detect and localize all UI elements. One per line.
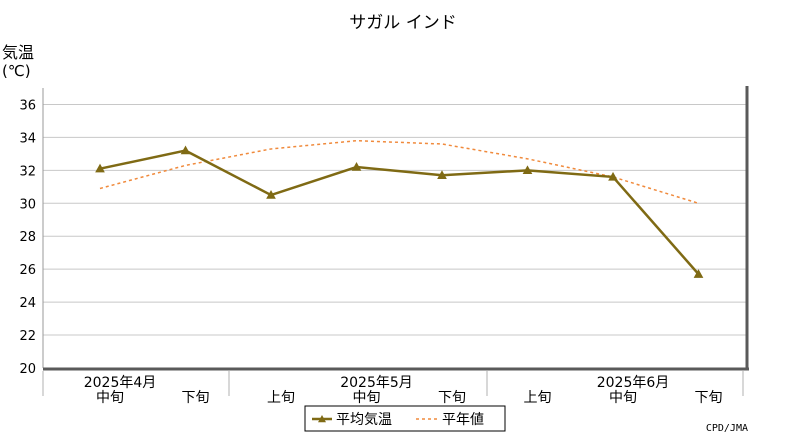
x-tick-label: 下旬 <box>182 390 210 406</box>
y-tick-label: 26 <box>19 263 36 278</box>
series-lines <box>95 139 704 278</box>
x-tick-label: 下旬 <box>695 390 723 406</box>
month-label: 2025年6月 <box>597 375 670 391</box>
legend-marker-mean <box>318 415 326 423</box>
x-tick-label: 中旬 <box>96 390 124 406</box>
credit: CPD/JMA <box>706 423 748 434</box>
month-label: 2025年4月 <box>84 375 157 391</box>
plot-frame <box>42 86 749 396</box>
data-point <box>437 170 447 179</box>
y-tick-label: 20 <box>19 362 36 377</box>
legend-box <box>304 405 506 432</box>
y-tick-label: 32 <box>19 164 36 179</box>
y-tick-label: 22 <box>19 329 36 344</box>
x-tick-label: 中旬 <box>609 390 637 406</box>
x-tick-label: 上旬 <box>267 390 295 406</box>
y-tick-label: 24 <box>19 296 36 311</box>
x-tick-label: 上旬 <box>524 390 552 406</box>
series-line-mean <box>99 149 700 275</box>
legend-label-normal: 平年値 <box>442 412 484 428</box>
y-tick-label: 36 <box>19 98 36 113</box>
y-tick-label: 34 <box>19 131 36 146</box>
data-point <box>608 171 618 181</box>
chart-title: サガル インド <box>349 13 456 33</box>
x-axis-categories: 中旬 下旬 上旬 中旬 下旬 上旬 中旬 下旬 2025年4月 2025年5月 2025年6月 <box>84 375 723 406</box>
y-tick-label: 28 <box>19 230 36 245</box>
y-axis-ticks: 20 22 24 26 28 30 32 34 36 <box>19 98 36 377</box>
legend: 平均気温 平年値 <box>304 405 506 432</box>
x-tick-label: 中旬 <box>353 390 381 406</box>
data-point <box>693 269 704 278</box>
y-tick-label: 30 <box>19 197 36 212</box>
data-point <box>522 165 533 175</box>
data-point <box>95 163 105 173</box>
x-tick-label: 下旬 <box>438 390 466 406</box>
data-point <box>351 162 362 171</box>
grid <box>43 103 747 369</box>
series-line-normal <box>99 139 699 205</box>
month-label: 2025年5月 <box>340 375 413 391</box>
y-axis-unit: (℃) <box>2 62 31 80</box>
y-axis-label: 気温 <box>2 43 34 62</box>
data-point <box>266 190 276 199</box>
legend-label-mean: 平均気温 <box>336 412 392 428</box>
data-point <box>180 145 191 155</box>
